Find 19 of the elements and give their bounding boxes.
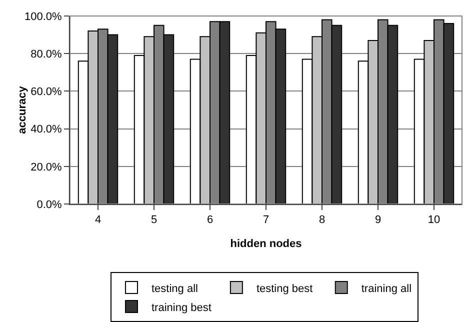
y-tick-label: 40.0% [30,124,62,136]
legend-label: testing all [152,282,198,295]
x-tick-label: 4 [94,214,102,226]
y-axis-title: accuracy [16,85,29,134]
y-tick-label: 20.0% [30,161,62,174]
x-tick-label: 5 [150,214,158,226]
legend-label: training best [152,302,212,314]
x-tick-label: 8 [318,214,326,226]
x-tick-label: 7 [262,214,270,226]
y-tick-label: 60.0% [30,86,62,98]
y-tick-label: 0.0% [36,198,62,211]
x-axis-title: hidden nodes [230,238,302,250]
x-tick-label: 10 [428,214,440,226]
x-tick-label: 6 [206,214,214,226]
legend-label: testing best [256,282,313,295]
y-tick-label: 100.0% [24,10,62,23]
x-tick-label: 9 [374,214,382,226]
y-tick-label: 80.0% [30,48,62,60]
legend-label: training all [361,282,412,295]
